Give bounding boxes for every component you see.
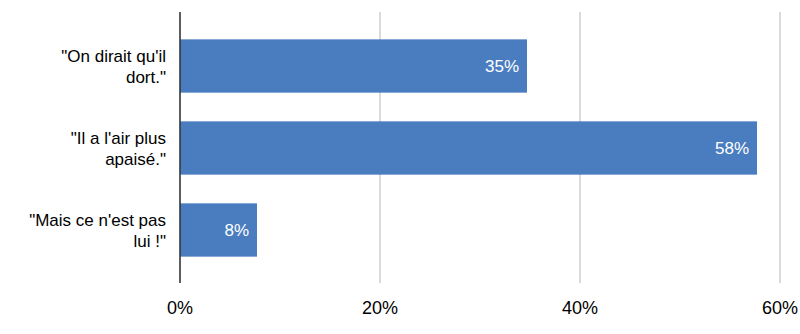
tick-label: 20% (362, 298, 398, 318)
bar (180, 121, 757, 174)
category-label: "On dirait qu'il dort." (61, 47, 166, 87)
category-label: "Mais ce n'est pas lui !" (29, 211, 166, 251)
y-axis-line (179, 12, 181, 283)
data-label: 35% (485, 57, 519, 76)
data-label: 58% (715, 139, 749, 158)
category-line: "On dirait qu'il (61, 47, 166, 66)
category-label: "Il a l'air plus apaisé." (71, 129, 166, 169)
tick-label: 60% (762, 298, 798, 318)
category-line: lui !" (134, 232, 167, 251)
chart: 0% 20% 40% 60% 35% 58% 8% "On dirait qu'il dort.… (0, 0, 800, 334)
tick-label: 0% (167, 298, 193, 318)
x-axis: 0% 20% 40% 60% (167, 12, 798, 318)
category-line: "Mais ce n'est pas (29, 211, 166, 230)
category-line: "Il a l'air plus (71, 129, 166, 148)
grid-line (179, 12, 180, 283)
data-label: 8% (224, 221, 249, 240)
bar (180, 203, 257, 256)
bar (180, 39, 527, 92)
labels: 35% 58% 8% "On dirait qu'il dort." "Il a l'ai… (29, 47, 749, 251)
category-line: apaisé." (105, 150, 166, 169)
bars (180, 39, 757, 256)
tick-label: 40% (562, 298, 598, 318)
grid-line (779, 12, 780, 283)
category-line: dort." (126, 68, 166, 87)
